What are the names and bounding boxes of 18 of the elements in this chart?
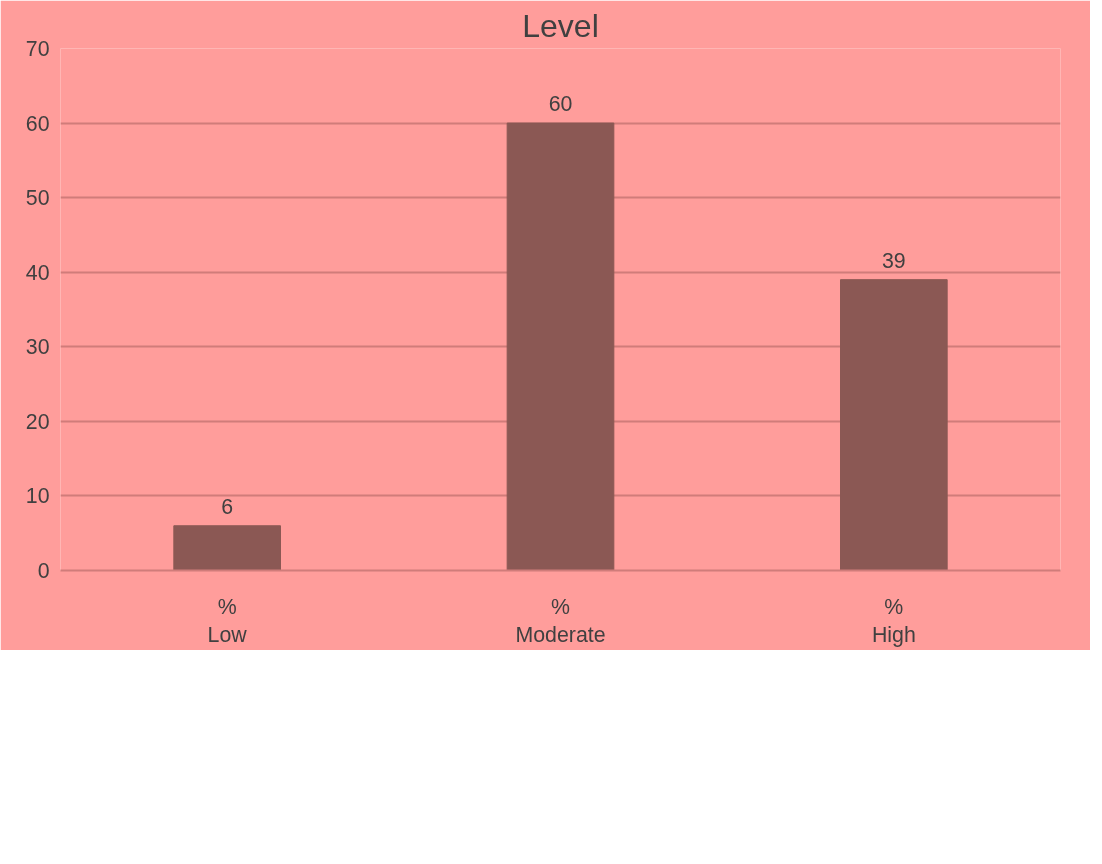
y-tick-label: 60 [25,111,50,136]
data-label: 60 [548,92,573,117]
y-tick-label: 30 [25,335,50,360]
y-tick-label: 50 [25,186,50,211]
x-tick-label: % Moderate [515,594,606,648]
y-tick-label: 20 [25,409,50,434]
y-tick-label: 70 [25,37,50,61]
bar [173,525,281,571]
x-tick-label: % Low [207,594,248,648]
bar [506,122,615,571]
chart-title: Level [522,7,599,44]
y-tick-label: 0 [37,559,50,583]
data-label: 39 [881,248,906,273]
x-tick-label: % High [871,594,916,648]
y-tick-label: 10 [25,484,50,509]
y-tick-label: 40 [25,260,50,285]
bar [840,279,948,571]
data-label: 6 [221,494,234,519]
